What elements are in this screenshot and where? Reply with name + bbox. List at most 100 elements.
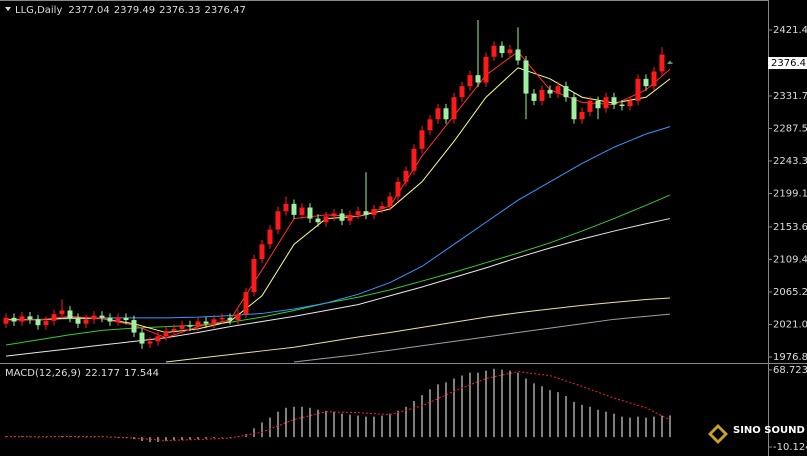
- macd-bar: [629, 417, 631, 438]
- macd-bar: [21, 436, 23, 438]
- macd-bar: [229, 437, 231, 438]
- candle-body: [155, 336, 161, 342]
- macd-bar: [413, 400, 415, 438]
- macd-title: MACD(12,26,9): [5, 368, 81, 379]
- macd-bar: [477, 372, 479, 438]
- macd-bar: [597, 409, 599, 438]
- open-value: 2377.04: [68, 5, 109, 16]
- macd-bar: [445, 382, 447, 438]
- candle-body: [459, 86, 465, 98]
- candle-body: [3, 317, 9, 324]
- low-value: 2376.33: [159, 5, 200, 16]
- candle-body: [19, 316, 25, 322]
- candle-body: [491, 45, 497, 57]
- candle-body: [75, 317, 81, 324]
- moving-average: [293, 313, 671, 363]
- candle-body: [51, 314, 57, 321]
- macd-bar: [309, 407, 311, 438]
- macd-bar: [429, 389, 431, 438]
- candle-body: [507, 49, 513, 54]
- candle-body: [387, 196, 393, 207]
- candle-body: [107, 317, 113, 322]
- macd-bar: [301, 406, 303, 438]
- candle-body: [539, 89, 545, 101]
- candle-body: [195, 321, 201, 327]
- candle-body: [291, 203, 297, 215]
- y-tick-label: 2109.40: [773, 254, 807, 265]
- macd-bar: [549, 390, 551, 438]
- candle-body: [315, 218, 321, 223]
- candle-body: [251, 259, 257, 293]
- candle-body: [43, 320, 49, 326]
- candle-body: [667, 62, 673, 64]
- candle-body: [123, 317, 129, 321]
- candle-body: [499, 45, 505, 54]
- candle-body: [163, 331, 169, 337]
- candle-body: [603, 97, 609, 109]
- macd-bar: [637, 416, 639, 438]
- macd-bar: [397, 410, 399, 438]
- candle-body: [571, 97, 577, 120]
- candle-body: [563, 86, 569, 98]
- macd-bar: [509, 370, 511, 438]
- current-price-label: 2376.47: [771, 58, 807, 69]
- signal-line: [5, 371, 671, 442]
- candle-body: [419, 130, 425, 149]
- candle-body: [355, 211, 361, 215]
- macd-bar: [525, 378, 527, 438]
- moving-average: [5, 194, 671, 346]
- watermark-logo: SINO SOUND: [708, 424, 805, 444]
- candle-body: [11, 317, 17, 322]
- macd-bar: [325, 410, 327, 438]
- candle-body: [483, 56, 489, 83]
- candle-body: [643, 78, 649, 87]
- candle-body: [531, 93, 537, 101]
- macd-bar: [461, 375, 463, 438]
- macd-bar: [373, 416, 375, 438]
- macd-bar: [197, 437, 199, 440]
- candle-body: [435, 108, 441, 120]
- y-tick-label: 68.723: [773, 365, 807, 376]
- candle-body: [203, 321, 209, 324]
- macd-bar: [613, 413, 615, 438]
- candle-body: [523, 60, 529, 94]
- candle-body: [363, 211, 369, 215]
- candle-body: [267, 229, 273, 245]
- moving-average: [5, 218, 671, 357]
- macd-bar: [189, 437, 191, 440]
- macd-header: MACD(12,26,9) 22.177 17.544: [5, 368, 159, 379]
- candle-body: [171, 328, 177, 332]
- candle-body: [331, 213, 337, 217]
- macd-value: 22.177: [85, 368, 120, 379]
- y-tick-label: 2287.50: [773, 123, 807, 134]
- macd-bar: [517, 372, 519, 438]
- macd-bar: [173, 437, 175, 441]
- macd-bar: [53, 436, 55, 438]
- macd-bar: [381, 415, 383, 438]
- candle-body: [307, 207, 313, 219]
- candle-body: [443, 108, 449, 120]
- macd-bar: [165, 437, 167, 442]
- menu-icon[interactable]: [5, 7, 11, 11]
- candle-body: [611, 97, 617, 105]
- macd-bar: [453, 378, 455, 438]
- candle-body: [139, 332, 145, 344]
- candle-body: [619, 104, 625, 107]
- macd-bar: [77, 437, 79, 438]
- candle-body: [371, 209, 377, 215]
- macd-bar: [365, 416, 367, 438]
- y-tick-label: 2065.20: [773, 287, 807, 298]
- y-tick-label: 2021.00: [773, 319, 807, 330]
- candle-body: [243, 292, 249, 315]
- macd-bar: [501, 369, 503, 438]
- macd-bar: [605, 411, 607, 438]
- candle-body: [587, 100, 593, 112]
- candle-body: [211, 319, 217, 324]
- candle-body: [259, 244, 265, 260]
- macd-bar: [333, 411, 335, 438]
- candle-body: [451, 97, 457, 120]
- candle-body: [91, 315, 97, 320]
- y-tick-label: 2331.70: [773, 91, 807, 102]
- macd-bar: [661, 415, 663, 438]
- candle-body: [147, 341, 153, 344]
